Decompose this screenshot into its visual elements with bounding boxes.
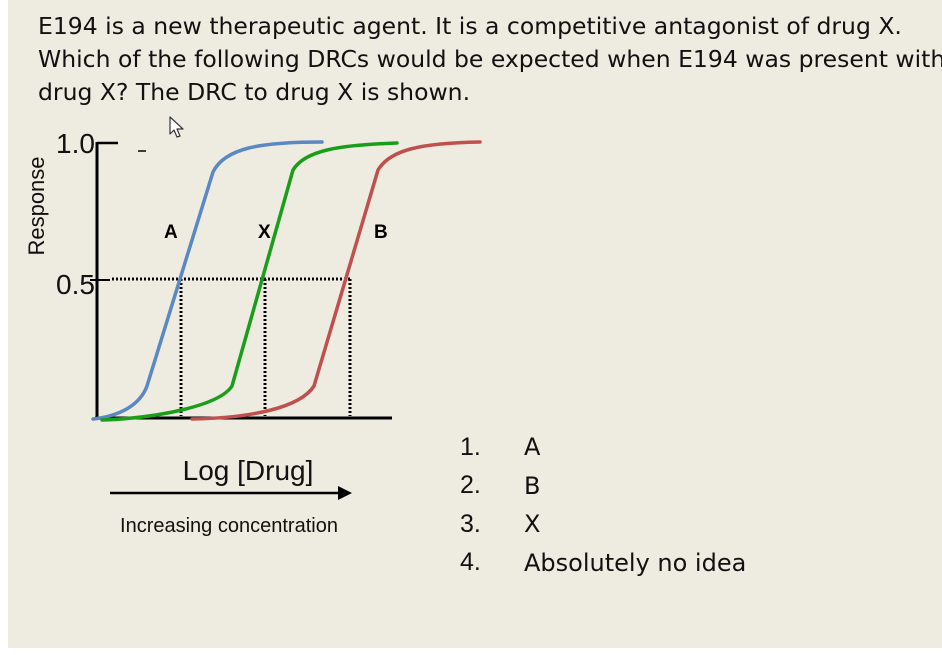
series-a-label: A bbox=[164, 222, 178, 243]
series-b-curve bbox=[190, 140, 482, 421]
answer-option[interactable]: 3. X bbox=[460, 505, 746, 544]
answer-option[interactable]: 4. Absolutely no idea bbox=[460, 544, 746, 583]
bottom-strip bbox=[0, 648, 942, 655]
y-tick-label-mid: 0.5 bbox=[56, 269, 95, 300]
answer-text: X bbox=[524, 510, 541, 539]
question-line-3: drug X? The DRC to drug X is shown. bbox=[38, 78, 471, 106]
question-text: E194 is a new therapeutic agent. It is a… bbox=[38, 10, 942, 109]
y-tick-label-top: 1.0 bbox=[56, 128, 95, 159]
half-max-guides bbox=[112, 277, 352, 416]
increasing-arrow bbox=[110, 486, 352, 500]
y-axis-label: Response bbox=[24, 156, 49, 255]
curves bbox=[91, 140, 482, 422]
answer-number: 2. bbox=[460, 471, 481, 500]
x-axis-label: Log [Drug] bbox=[183, 455, 314, 486]
answer-options: 1. A 2. B 3. X 4. Absolutely no idea bbox=[460, 428, 746, 582]
answer-option[interactable]: 1. A bbox=[460, 428, 746, 467]
answer-text: A bbox=[524, 433, 541, 462]
answer-number: 4. bbox=[460, 548, 481, 577]
answer-option[interactable]: 2. B bbox=[460, 467, 746, 506]
slide: E194 is a new therapeutic agent. It is a… bbox=[8, 0, 942, 648]
series-x-label: X bbox=[258, 222, 271, 243]
series-x-curve bbox=[100, 141, 399, 422]
answer-number: 3. bbox=[460, 509, 481, 538]
x-arrow-caption: Increasing concentration bbox=[120, 515, 338, 537]
series-a-curve bbox=[91, 140, 324, 421]
question-line-2: Which of the following DRCs would be exp… bbox=[38, 45, 942, 73]
question-line-1: E194 is a new therapeutic agent. It is a… bbox=[38, 12, 902, 40]
answer-text: B bbox=[524, 471, 541, 500]
mouse-pointer-icon bbox=[169, 116, 184, 138]
answer-text: Absolutely no idea bbox=[524, 548, 747, 577]
series-b-label: B bbox=[374, 222, 388, 243]
answer-number: 1. bbox=[460, 432, 481, 461]
